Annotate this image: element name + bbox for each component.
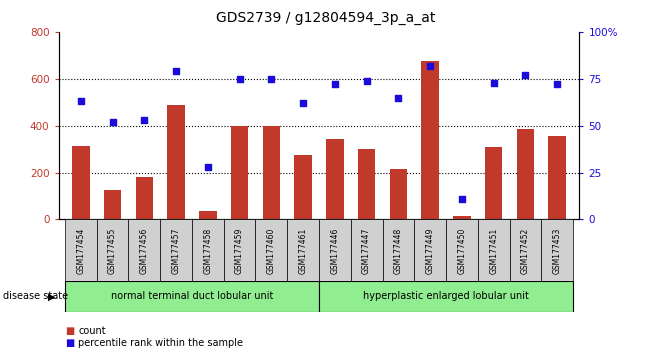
Text: GSM177448: GSM177448 [394, 227, 403, 274]
Bar [231, 126, 248, 219]
Bar [358, 149, 376, 219]
Bar [135, 177, 153, 219]
Point [457, 196, 467, 202]
Text: GSM177459: GSM177459 [235, 227, 244, 274]
Text: GSM177446: GSM177446 [330, 227, 339, 274]
Text: percentile rank within the sample: percentile rank within the sample [78, 338, 243, 348]
Bar [160, 219, 192, 281]
Text: ■: ■ [65, 338, 74, 348]
Text: GSM177451: GSM177451 [489, 227, 498, 274]
Point [520, 72, 531, 78]
Point [139, 117, 150, 123]
Point [171, 68, 181, 74]
Text: normal terminal duct lobular unit: normal terminal duct lobular unit [111, 291, 273, 302]
Point [298, 100, 309, 106]
Bar [453, 216, 471, 219]
Bar [65, 281, 319, 312]
Point [425, 63, 436, 68]
Bar [478, 219, 510, 281]
Bar [72, 145, 90, 219]
Bar [255, 219, 287, 281]
Text: hyperplastic enlarged lobular unit: hyperplastic enlarged lobular unit [363, 291, 529, 302]
Bar [517, 129, 534, 219]
Bar [446, 219, 478, 281]
Bar [294, 155, 312, 219]
Point [76, 98, 86, 104]
Bar [199, 211, 217, 219]
Bar [262, 126, 280, 219]
Point [488, 80, 499, 85]
Bar [414, 219, 446, 281]
Bar [97, 219, 128, 281]
Bar [224, 219, 255, 281]
Text: GSM177455: GSM177455 [108, 227, 117, 274]
Bar [319, 281, 573, 312]
Text: GSM177450: GSM177450 [458, 227, 466, 274]
Text: GDS2739 / g12804594_3p_a_at: GDS2739 / g12804594_3p_a_at [216, 11, 435, 25]
Text: ■: ■ [65, 326, 74, 336]
Point [552, 81, 562, 87]
Point [202, 164, 213, 170]
Bar [485, 147, 503, 219]
Text: ▶: ▶ [48, 291, 55, 302]
Text: GSM177449: GSM177449 [426, 227, 435, 274]
Text: GSM177458: GSM177458 [203, 227, 212, 274]
Text: disease state: disease state [3, 291, 68, 302]
Point [107, 119, 118, 125]
Bar [351, 219, 383, 281]
Point [234, 76, 245, 81]
Bar [192, 219, 224, 281]
Bar [383, 219, 414, 281]
Bar [65, 219, 97, 281]
Bar [319, 219, 351, 281]
Bar [128, 219, 160, 281]
Bar [287, 219, 319, 281]
Bar [421, 61, 439, 219]
Text: GSM177453: GSM177453 [553, 227, 562, 274]
Bar [548, 136, 566, 219]
Bar [167, 104, 185, 219]
Bar [104, 190, 121, 219]
Text: GSM177447: GSM177447 [362, 227, 371, 274]
Text: count: count [78, 326, 105, 336]
Bar [326, 138, 344, 219]
Text: GSM177461: GSM177461 [299, 227, 308, 274]
Point [393, 95, 404, 101]
Point [266, 76, 277, 81]
Point [361, 78, 372, 84]
Text: GSM177454: GSM177454 [76, 227, 85, 274]
Bar [541, 219, 573, 281]
Bar [510, 219, 541, 281]
Point [329, 81, 340, 87]
Text: GSM177457: GSM177457 [172, 227, 180, 274]
Text: GSM177452: GSM177452 [521, 227, 530, 274]
Bar [390, 169, 407, 219]
Text: GSM177456: GSM177456 [140, 227, 149, 274]
Text: GSM177460: GSM177460 [267, 227, 276, 274]
